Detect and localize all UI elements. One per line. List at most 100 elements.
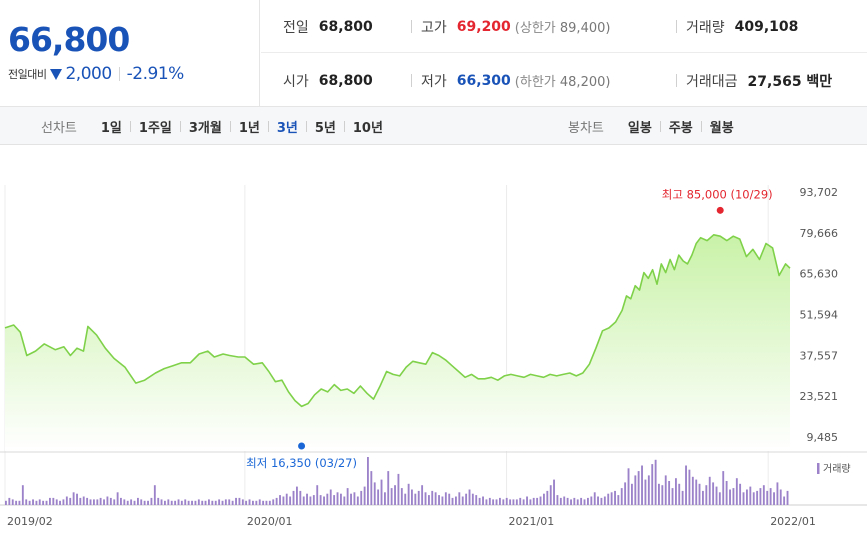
volume-bar: [614, 490, 616, 505]
upper-limit-label: (상한가: [514, 21, 556, 36]
volume-bar: [343, 496, 346, 505]
volume-bar: [634, 475, 637, 505]
volume-bar: [580, 497, 583, 505]
volume-bar: [590, 496, 593, 505]
amount-label: 거래대금: [686, 73, 738, 90]
volume-bar: [336, 492, 339, 505]
volume-bar: [15, 500, 18, 505]
volume-bar: [140, 499, 143, 505]
divider: [411, 74, 412, 87]
volume-bar: [434, 492, 437, 505]
tab-5y[interactable]: 5년: [314, 120, 336, 136]
high-marker: [716, 206, 724, 214]
volume-bar: [407, 483, 410, 505]
volume-bar: [353, 492, 356, 505]
volume-bar: [309, 496, 312, 505]
volume-label: 거래량: [686, 19, 725, 36]
volume-bar: [428, 495, 430, 505]
volume-bar: [28, 500, 31, 505]
volume-bar: [137, 497, 139, 505]
volume-bar: [431, 490, 434, 505]
change-label: 전일대비: [8, 68, 47, 81]
volume-bar: [116, 492, 119, 505]
high-label: 최고 85,000 (10/29): [662, 187, 773, 201]
volume-bar: [752, 492, 755, 505]
volume-bar: [715, 486, 718, 505]
volume-bar: [610, 492, 613, 505]
volume-bar: [55, 499, 58, 505]
price-area-fill: [5, 234, 790, 451]
tab-daily-candle[interactable]: 일봉: [627, 120, 652, 136]
volume-bar: [218, 499, 221, 505]
volume-bar: [370, 471, 373, 505]
volume-bar: [671, 488, 674, 505]
volume-bar: [255, 500, 258, 505]
volume-bar: [617, 495, 620, 505]
volume-bar: [113, 499, 116, 505]
volume-bar: [749, 486, 752, 505]
volume-bar: [350, 493, 352, 505]
volume-bar: [725, 481, 728, 505]
volume-bar: [603, 496, 606, 505]
tab-1w[interactable]: 1주일: [138, 120, 172, 136]
volume-bar: [471, 493, 474, 505]
volume-bar: [718, 492, 721, 505]
volume-bar: [289, 496, 292, 505]
prev-close-label: 전일: [283, 19, 309, 36]
volume-bar: [35, 500, 38, 505]
volume-bar: [235, 497, 237, 505]
lower-limit: (하한가 48,200): [515, 71, 611, 90]
volume-bar: [573, 497, 576, 505]
volume-bar: [742, 492, 745, 505]
volume-bar: [455, 496, 457, 505]
volume-bar: [465, 493, 468, 505]
candle-chart-periods: 봉차트 일봉 주봉 월봉: [568, 107, 742, 145]
volume-bar: [326, 493, 329, 505]
x-tick-label: 2022/01: [770, 515, 816, 528]
volume-bar: [587, 497, 589, 505]
volume-bar: [448, 493, 451, 505]
tab-3y[interactable]: 3년: [276, 120, 298, 136]
x-tick-label: 2020/01: [247, 515, 293, 528]
volume-bar: [384, 492, 386, 505]
amount-value: 27,565 백만: [747, 73, 833, 90]
amount-cell: 거래대금 27,565 백만: [676, 54, 832, 107]
stock-summary: 66,800 전일대비 2,000 -2.91% 전일 68,800 고가 69…: [0, 0, 867, 107]
volume-bar: [211, 500, 214, 505]
volume-bar: [593, 492, 596, 505]
volume-bar: [133, 500, 136, 505]
volume-bar: [441, 496, 444, 505]
volume-bar: [387, 471, 390, 505]
volume-bar: [65, 496, 68, 505]
tab-3m[interactable]: 3개월: [188, 120, 222, 136]
volume-bar: [712, 482, 715, 505]
tab-monthly-candle[interactable]: 월봉: [709, 120, 734, 136]
volume-bar: [444, 492, 447, 505]
volume-bar: [691, 476, 694, 505]
volume-bar: [576, 499, 579, 505]
volume-bar: [688, 469, 691, 505]
volume-bar: [120, 497, 122, 505]
tab-1d[interactable]: 1일: [100, 120, 122, 136]
volume-bar: [329, 489, 332, 505]
volume-bar: [184, 499, 187, 505]
volume-bar: [5, 500, 7, 505]
volume-bar: [404, 493, 407, 505]
volume-bar: [438, 495, 440, 505]
volume-bar: [72, 492, 75, 505]
current-price: 66,800: [8, 20, 130, 59]
volume-bar: [96, 499, 99, 505]
tab-weekly-candle[interactable]: 주봉: [668, 120, 693, 136]
divider: [700, 120, 702, 132]
volume-bar: [681, 490, 684, 505]
volume-value: 409,108: [734, 18, 799, 35]
volume-bar: [417, 490, 420, 505]
volume-bar: [52, 497, 55, 505]
volume-bar: [783, 496, 786, 505]
volume-bar: [380, 479, 383, 505]
volume-bar: [539, 496, 542, 505]
tab-10y[interactable]: 10년: [352, 120, 383, 136]
volume-bar: [32, 499, 34, 505]
tab-1y[interactable]: 1년: [238, 120, 260, 136]
volume-bar: [668, 481, 671, 505]
